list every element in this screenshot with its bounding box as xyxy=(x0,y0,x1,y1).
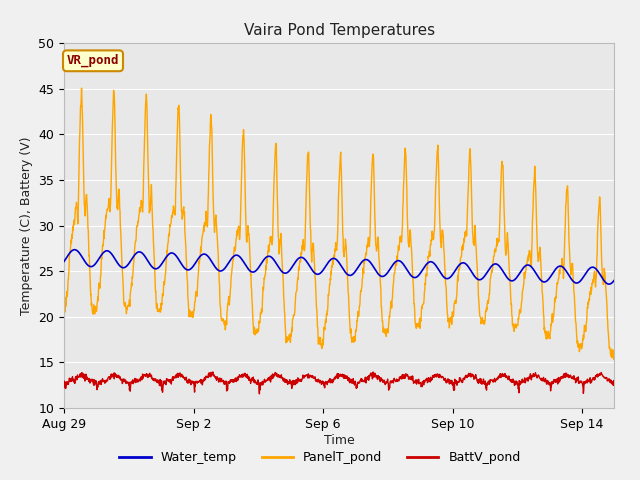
Title: Vaira Pond Temperatures: Vaira Pond Temperatures xyxy=(244,23,435,38)
Legend: Water_temp, PanelT_pond, BattV_pond: Water_temp, PanelT_pond, BattV_pond xyxy=(115,446,525,469)
X-axis label: Time: Time xyxy=(324,433,355,446)
Y-axis label: Temperature (C), Battery (V): Temperature (C), Battery (V) xyxy=(20,136,33,315)
Text: VR_pond: VR_pond xyxy=(67,54,119,68)
